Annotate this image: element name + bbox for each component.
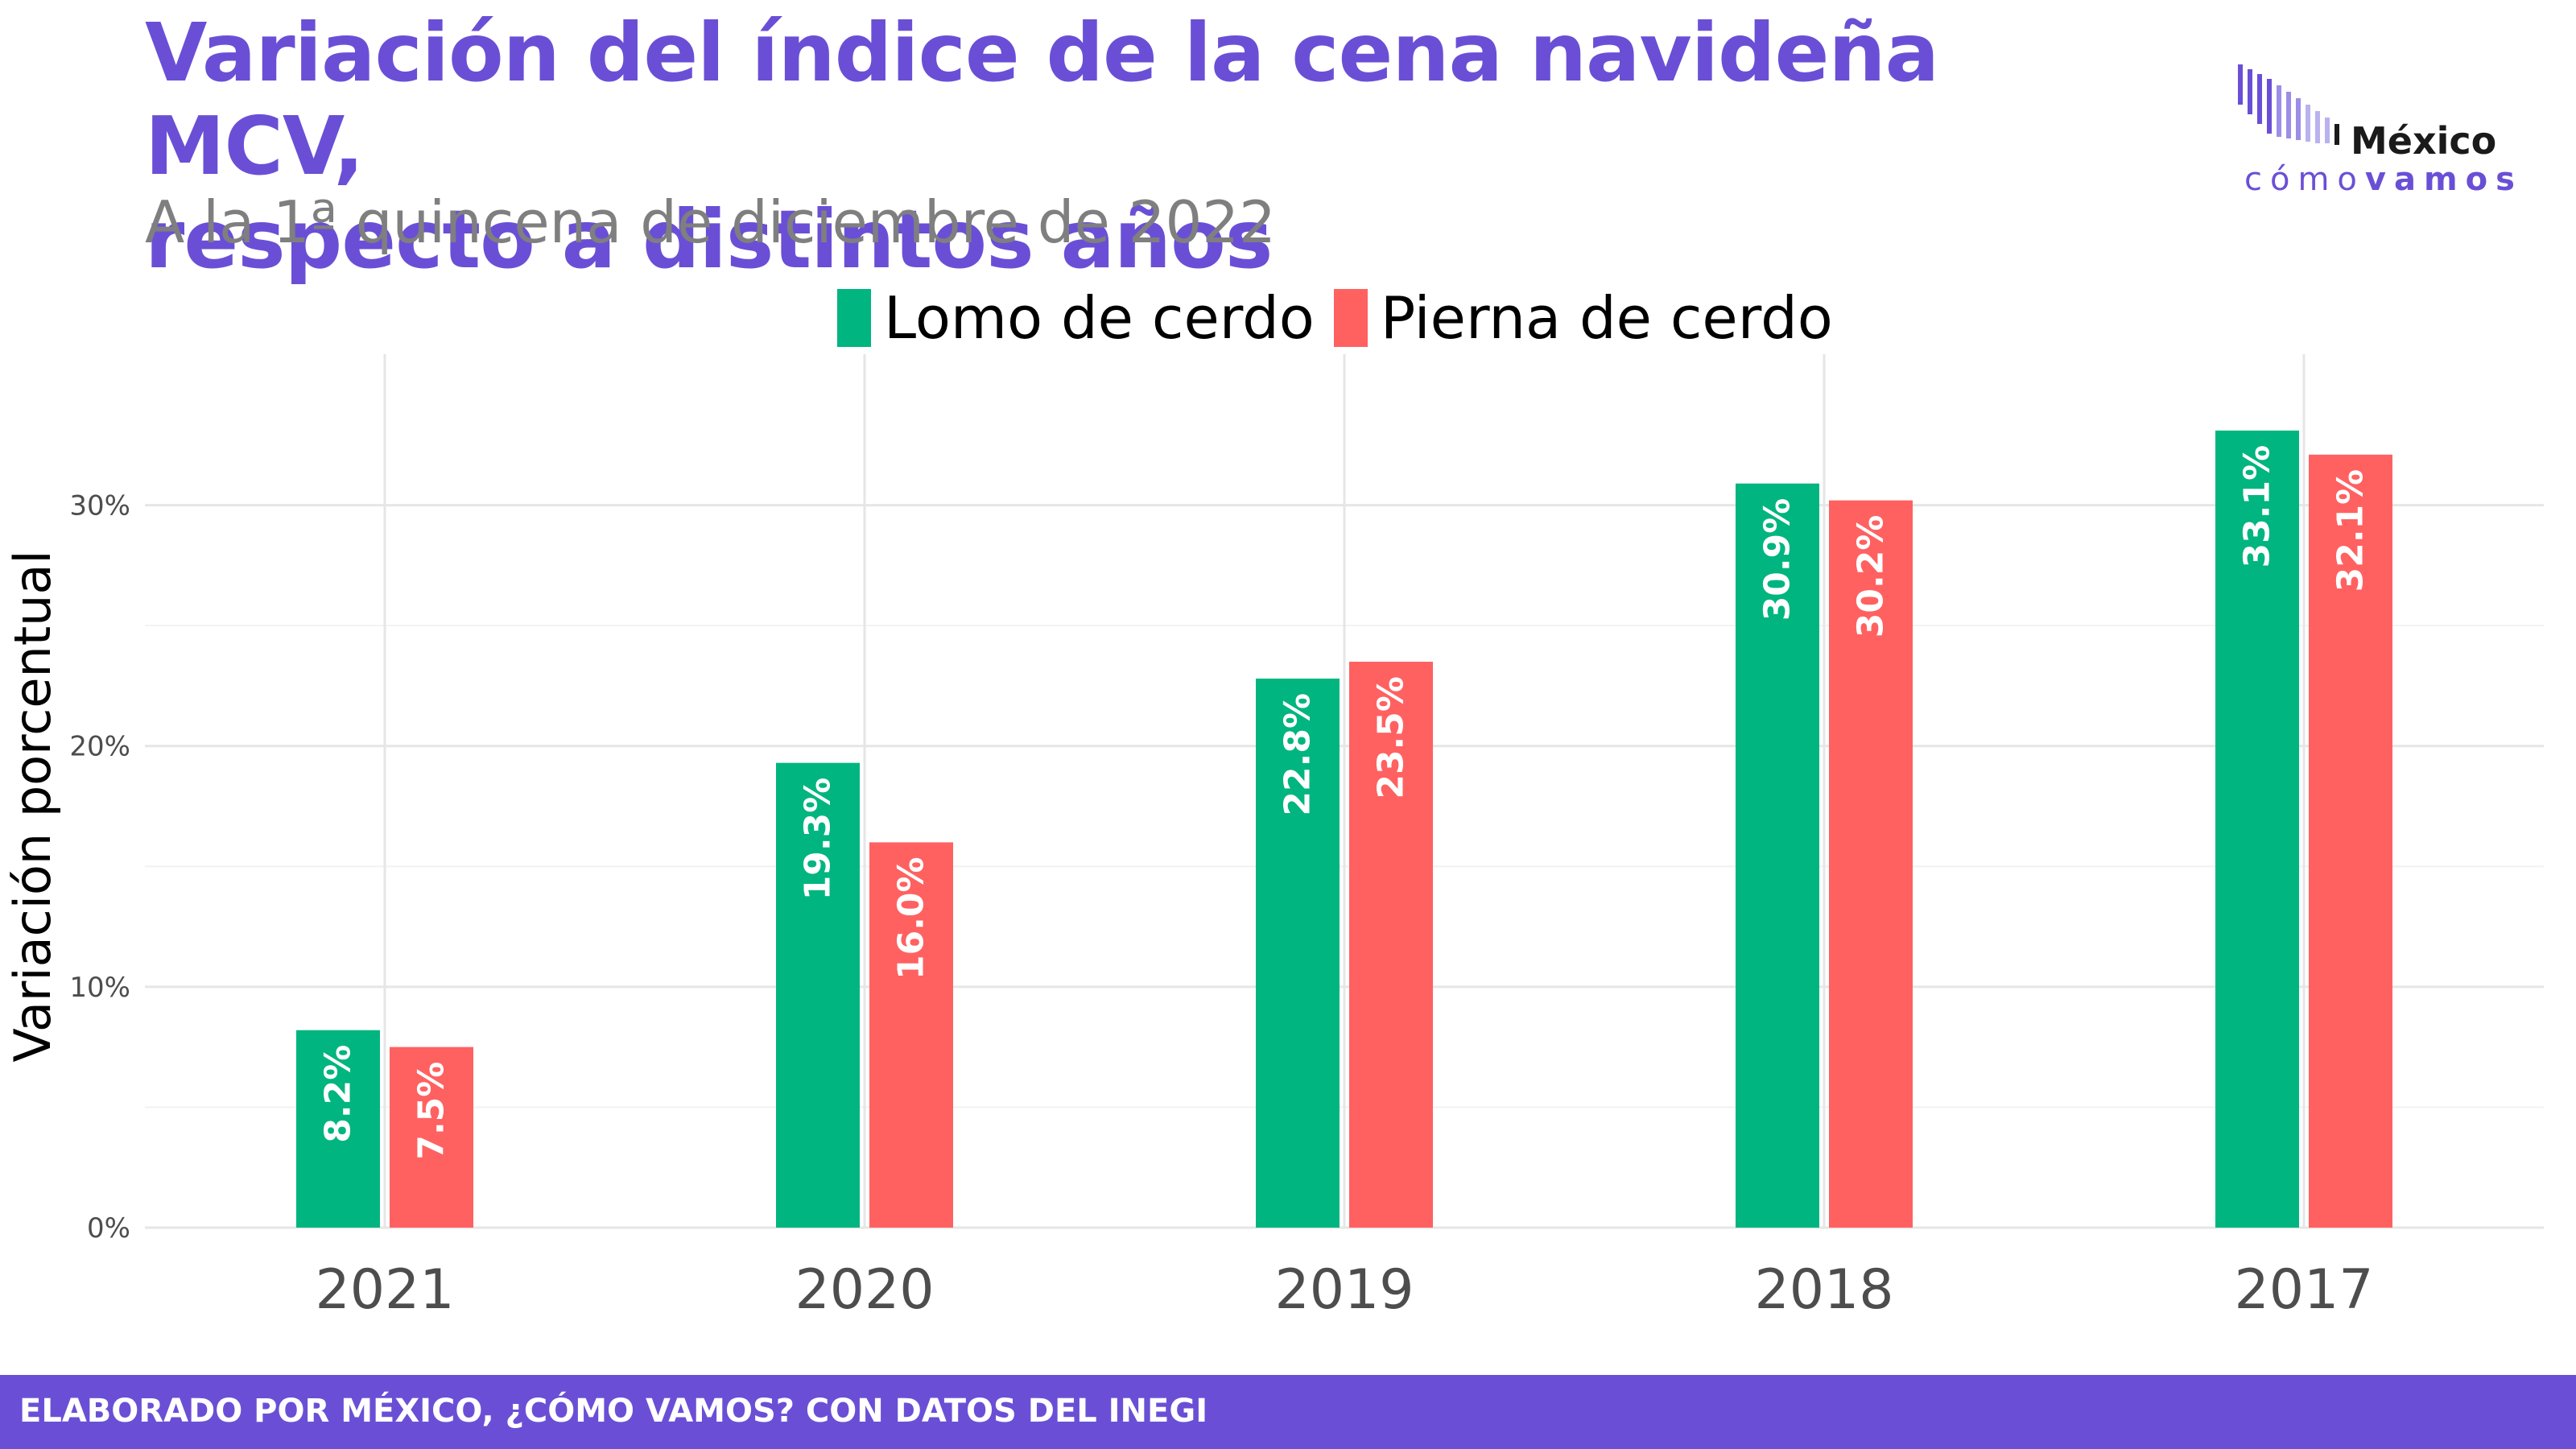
data-label: 16.0%: [891, 857, 932, 980]
data-label: 7.5%: [411, 1062, 452, 1160]
x-tick-label: 2020: [795, 1258, 934, 1322]
chart-legend: Lomo de cerdo Pierna de cerdo: [837, 282, 1852, 354]
data-label: 32.1%: [2330, 469, 2372, 592]
logo-word: México: [2351, 119, 2497, 163]
data-label: 23.5%: [1371, 676, 1412, 799]
bar-pierna: [869, 842, 953, 1228]
data-label: 30.2%: [1851, 515, 1892, 638]
bar-pierna: [1349, 662, 1433, 1228]
x-tick-label: 2019: [1274, 1258, 1414, 1322]
legend-item-lomo: Lomo de cerdo: [837, 284, 1315, 352]
footer-credit: ELABORADO POR MÉXICO, ¿CÓMO VAMOS? CON D…: [19, 1393, 1208, 1430]
legend-item-pierna: Pierna de cerdo: [1333, 284, 1833, 352]
legend-label-lomo: Lomo de cerdo: [884, 284, 1315, 352]
bar-lomo: [776, 762, 860, 1228]
chart-title: Variación del índice de la cena navideña…: [145, 6, 2157, 287]
data-label: 8.2%: [318, 1045, 359, 1143]
bar-lomo: [1736, 483, 1819, 1228]
data-label: 30.9%: [1757, 498, 1798, 621]
x-tick-label: 2021: [315, 1258, 454, 1322]
y-axis-title: Variación porcentual: [3, 550, 62, 1062]
bar-chart: 0% 10% 20% 30% 2021 8.2% 7.5% 2020 19.3% 16.0% 201…: [3, 354, 2544, 1322]
y-tick-label: 10%: [69, 972, 130, 1004]
y-tick-label: 30%: [69, 490, 130, 522]
legend-swatch-lomo: [837, 289, 871, 347]
bar-pierna: [390, 1046, 473, 1228]
logo-tagline-light: cómo: [2244, 161, 2365, 198]
logo-tagline: cómovamos: [2244, 161, 2523, 198]
y-tick-label: 20%: [69, 731, 130, 763]
bar-lomo: [2215, 430, 2299, 1228]
bar-lomo: [1256, 678, 1340, 1228]
chart-subtitle: A la 1ª quincena de diciembre de 2022: [145, 188, 1276, 256]
y-tick-label: 0%: [87, 1212, 130, 1245]
x-tick-label: 2018: [1754, 1258, 1893, 1322]
data-label: 19.3%: [798, 778, 839, 901]
logo-bars-icon: [2238, 64, 2339, 145]
data-label: 22.8%: [1278, 693, 1319, 816]
data-label: 33.1%: [2237, 445, 2278, 568]
x-tick-label: 2017: [2234, 1258, 2373, 1322]
bar-pierna: [2309, 454, 2392, 1228]
title-line-1: Variación del índice de la cena navideña…: [145, 6, 1939, 193]
title-line-2: respecto a distintos años: [145, 192, 1273, 287]
mexico-como-vamos-logo: México: [2238, 61, 2528, 206]
legend-swatch-pierna: [1333, 289, 1368, 347]
bar-lomo: [296, 1030, 380, 1228]
footer-bar: ELABORADO POR MÉXICO, ¿CÓMO VAMOS? CON D…: [0, 1375, 2576, 1449]
logo-tagline-bold: vamos: [2364, 161, 2523, 198]
legend-label-pierna: Pierna de cerdo: [1380, 284, 1833, 352]
bar-pierna: [1829, 500, 1913, 1228]
